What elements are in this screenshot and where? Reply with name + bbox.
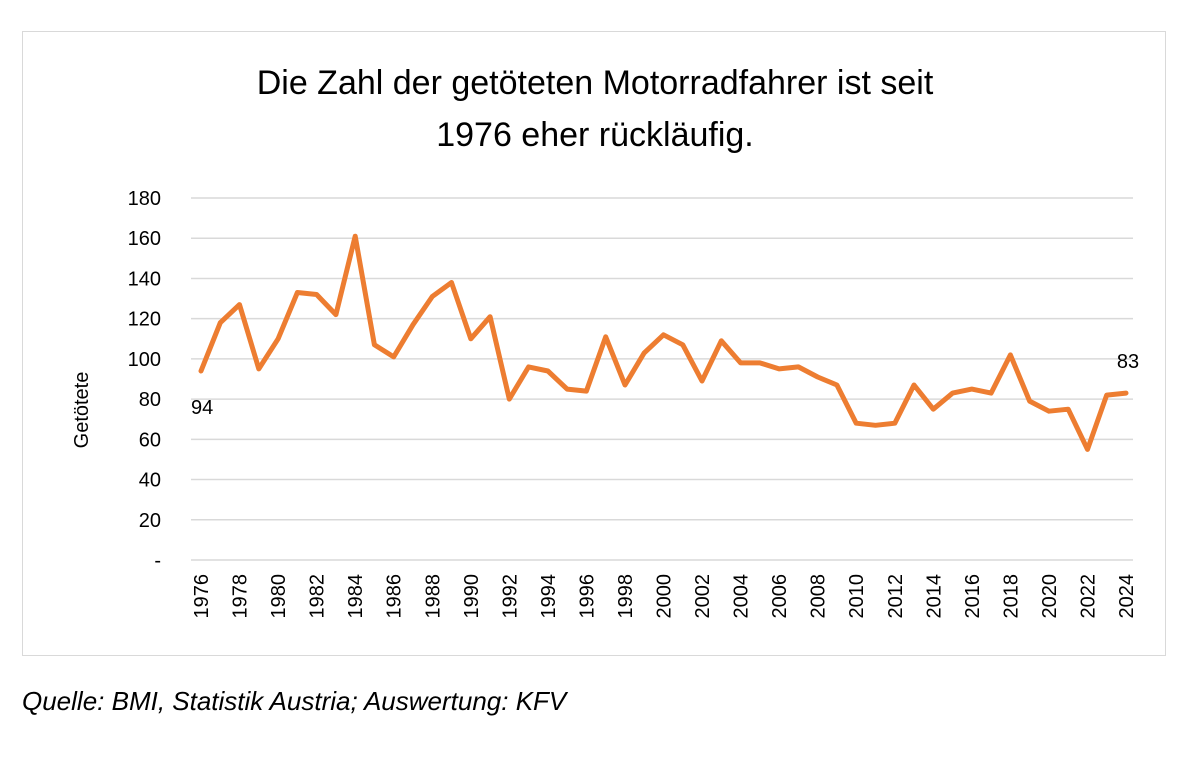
- x-tick-label: 1988: [422, 574, 444, 619]
- y-tick-label: 160: [128, 228, 161, 250]
- y-tick-label: 80: [139, 389, 161, 411]
- data-label: 94: [191, 397, 213, 419]
- line-chart: Die Zahl der getöteten Motorradfahrer is…: [71, 64, 1139, 619]
- gridlines: [191, 197, 1133, 561]
- y-tick-label: 20: [139, 510, 161, 532]
- x-tick-label: 1986: [384, 574, 406, 619]
- x-tick-label: 1992: [499, 574, 521, 619]
- x-tick-label: 2014: [923, 574, 945, 619]
- x-tick-label: 1996: [576, 574, 598, 619]
- chart-title: Die Zahl der getöteten Motorradfahrer is…: [257, 64, 934, 154]
- x-tick-label: 2010: [846, 574, 868, 619]
- x-tick-label: 1982: [307, 574, 329, 619]
- data-labels: 94 83: [191, 351, 1139, 419]
- x-tick-label: 2024: [1116, 574, 1138, 619]
- y-tick-label: 140: [128, 268, 161, 290]
- x-tick-label: 2008: [808, 574, 830, 619]
- y-tick-label: 60: [139, 429, 161, 451]
- x-tick-label: 2006: [769, 574, 791, 619]
- chart-title-line-1: Die Zahl der getöteten Motorradfahrer is…: [257, 64, 934, 102]
- y-tick-label: 120: [128, 309, 161, 331]
- y-tick-label: 40: [139, 470, 161, 492]
- x-tick-label: 2018: [1000, 574, 1022, 619]
- x-tick-label: 2022: [1077, 574, 1099, 619]
- x-tick-label: 2012: [885, 574, 907, 619]
- x-tick-label: 1978: [230, 574, 252, 619]
- x-tick-label: 1998: [615, 574, 637, 619]
- y-axis-label: Getötete: [71, 372, 93, 449]
- x-tick-label: 1990: [461, 574, 483, 619]
- x-tick-label: 1976: [191, 574, 213, 619]
- y-tick-label: 100: [128, 349, 161, 371]
- x-tick-label: 2000: [654, 574, 676, 619]
- series-lines: [198, 233, 1129, 452]
- x-tick-label: 1984: [345, 574, 367, 619]
- data-label: 83: [1117, 351, 1139, 373]
- chart-title-line-2: 1976 eher rückläufig.: [436, 116, 754, 154]
- x-tick-label: 1994: [538, 574, 560, 619]
- x-tick-label: 1980: [268, 574, 290, 619]
- y-axis-ticks: - 20 40 60 80 100 120 140 160 180: [128, 188, 161, 572]
- x-tick-label: 2002: [692, 574, 714, 619]
- series-line-0: [198, 233, 1129, 452]
- y-tick-label: -: [154, 550, 161, 572]
- chart-frame: Die Zahl der getöteten Motorradfahrer is…: [22, 31, 1166, 656]
- x-axis-ticks: 1976 1978 1980 1982 1984 1986 1988 1990 1992 1994…: [191, 574, 1138, 619]
- y-tick-label: 180: [128, 188, 161, 210]
- x-tick-label: 2016: [962, 574, 984, 619]
- source-note: Quelle: BMI, Statistik Austria; Auswertu…: [22, 686, 567, 716]
- x-tick-label: 2020: [1039, 574, 1061, 619]
- x-tick-label: 2004: [731, 574, 753, 619]
